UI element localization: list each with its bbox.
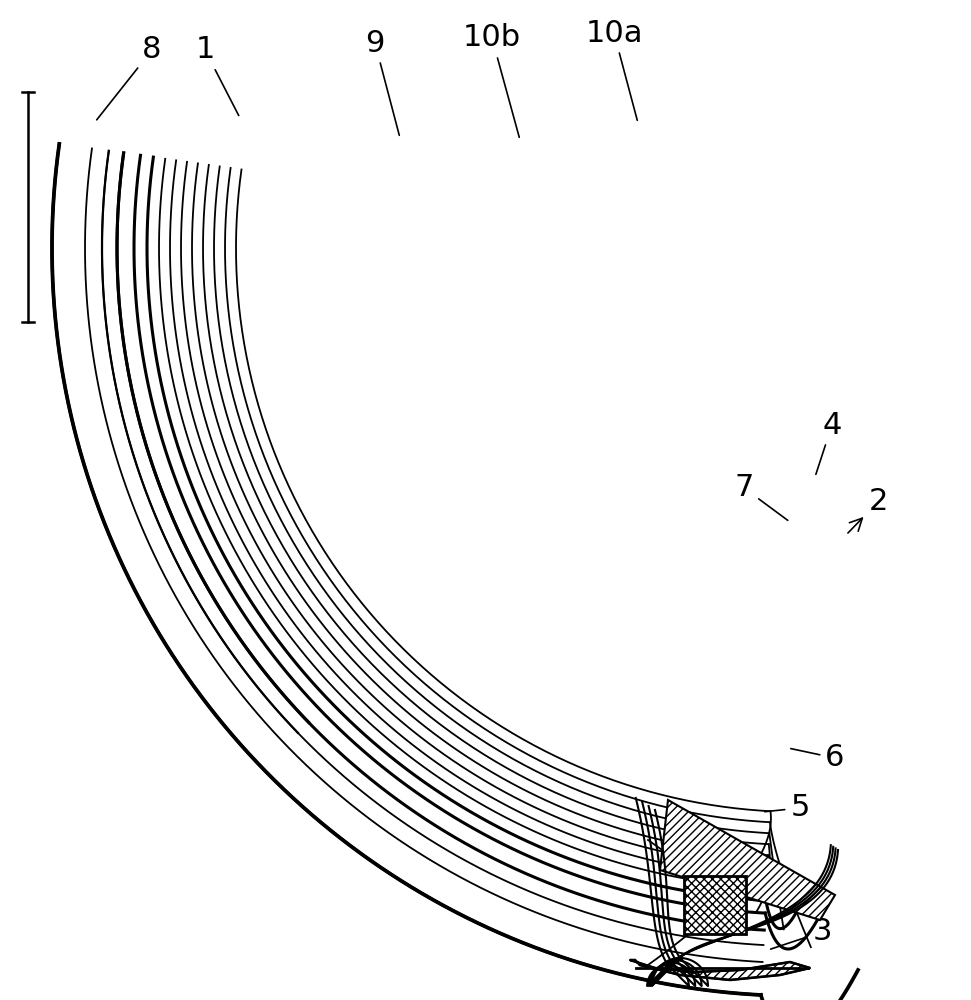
Text: 3: 3 <box>771 918 832 949</box>
Text: 9: 9 <box>365 28 399 135</box>
Text: 7: 7 <box>734 474 787 520</box>
Polygon shape <box>227 710 856 1000</box>
Polygon shape <box>684 876 746 934</box>
Text: 10a: 10a <box>586 18 643 120</box>
Text: 2: 2 <box>848 488 887 533</box>
Text: 1: 1 <box>195 35 239 116</box>
Text: 10b: 10b <box>463 23 521 137</box>
Text: 8: 8 <box>97 35 162 120</box>
Polygon shape <box>52 144 292 749</box>
Polygon shape <box>660 800 835 920</box>
Polygon shape <box>630 960 810 980</box>
Text: 6: 6 <box>790 744 845 772</box>
Text: 4: 4 <box>816 410 842 474</box>
Text: 5: 5 <box>765 794 810 822</box>
